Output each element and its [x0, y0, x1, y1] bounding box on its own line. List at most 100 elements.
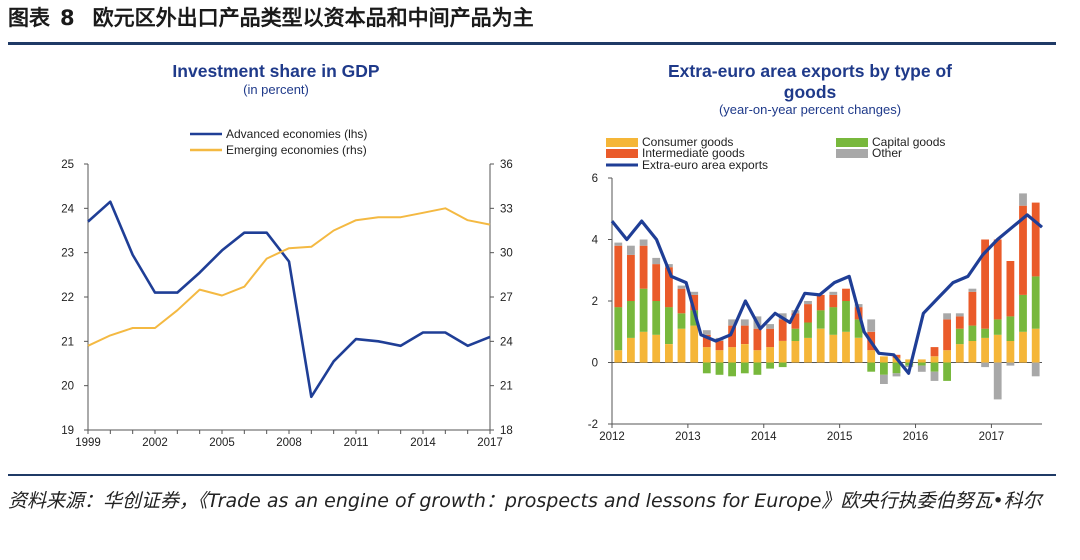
chart-title-line1: Extra-euro area exports by type of	[668, 61, 952, 81]
bar-consumer	[880, 356, 888, 363]
series-line-advanced	[87, 200, 491, 399]
bar-other	[665, 264, 673, 268]
y-tick-label: -2	[588, 419, 598, 431]
legend-label-advanced: Advanced economies (lhs)	[226, 127, 367, 141]
bar-intermediate	[968, 291, 977, 326]
bar-intermediate	[1006, 261, 1015, 317]
bar-intermediate	[1031, 202, 1040, 277]
bar-capital	[778, 362, 787, 368]
bar-consumer	[690, 325, 699, 363]
bar-capital	[804, 322, 812, 338]
bar-consumer	[753, 350, 762, 363]
x-tick-label: 2016	[903, 431, 929, 443]
bar-capital	[728, 362, 736, 377]
legend-swatch-consumer	[606, 138, 638, 147]
bar-capital	[702, 362, 711, 374]
bar-capital	[854, 319, 863, 338]
bar-capital	[993, 319, 1002, 335]
series-line-emerging	[87, 207, 491, 347]
bar-consumer	[981, 337, 989, 363]
bar-intermediate	[816, 294, 825, 311]
figure-title-text: 欧元区外出口产品类型以资本品和中间产品为主	[92, 6, 534, 30]
x-tick-label: 2002	[142, 437, 168, 449]
bar-capital	[867, 362, 876, 372]
bar-consumer	[715, 350, 724, 363]
bar-intermediate	[930, 347, 939, 357]
x-tick-label: 2017	[477, 437, 503, 449]
bar-consumer	[829, 334, 838, 363]
x-tick-label: 2008	[276, 437, 302, 449]
y-tick-label-left: 19	[61, 425, 74, 437]
bar-capital	[627, 301, 635, 338]
bar-capital	[930, 362, 939, 372]
bar-capital	[652, 301, 661, 335]
bar-other	[930, 371, 939, 381]
bar-consumer	[639, 331, 648, 363]
bar-other	[690, 291, 699, 295]
bar-intermediate	[842, 288, 850, 301]
bar-consumer	[677, 328, 686, 363]
y-tick-label: 6	[592, 173, 598, 185]
bar-capital	[791, 328, 800, 341]
legend-swatch-intermediate	[606, 149, 638, 158]
bar-intermediate	[943, 319, 951, 351]
bar-capital	[981, 328, 989, 338]
figure-label: 图表	[8, 6, 50, 30]
bar-capital	[753, 362, 762, 375]
x-tick-label: 2013	[675, 431, 701, 443]
source-rule	[8, 474, 1056, 476]
bar-consumer	[627, 337, 635, 363]
bar-other	[880, 374, 888, 384]
bar-capital	[766, 362, 774, 369]
legend-label-other: Other	[872, 146, 902, 160]
y-tick-label: 4	[592, 235, 599, 247]
bar-capital	[880, 362, 888, 375]
bar-intermediate	[715, 341, 724, 351]
bar-intermediate	[778, 319, 787, 341]
bar-intermediate	[665, 267, 673, 308]
x-tick-label: 2012	[599, 431, 625, 443]
title-rule	[8, 42, 1056, 45]
legend-swatch-other	[836, 149, 868, 158]
bar-other	[1031, 362, 1040, 377]
bar-other	[968, 288, 977, 292]
bar-other	[993, 362, 1002, 400]
bar-other	[917, 365, 926, 372]
chart-subtitle: (in percent)	[243, 82, 309, 97]
bar-consumer	[867, 350, 876, 363]
bar-capital	[917, 362, 926, 366]
chart-title-line2: goods	[784, 82, 837, 102]
bar-consumer	[766, 347, 774, 363]
x-tick-label: 2015	[827, 431, 853, 443]
legend-label-intermediate: Intermediate goods	[642, 146, 745, 160]
bar-intermediate	[804, 304, 812, 323]
figure-number: 8	[60, 6, 75, 30]
y-tick-label-right: 30	[500, 248, 513, 260]
bar-consumer	[917, 359, 926, 363]
bar-capital	[715, 362, 724, 375]
bar-other	[652, 257, 661, 265]
bar-capital	[639, 288, 648, 332]
bar-intermediate	[1019, 205, 1027, 295]
y-tick-label-left: 24	[61, 203, 74, 215]
bar-consumer	[816, 328, 825, 363]
y-tick-label-right: 21	[500, 381, 513, 393]
source-note: 资料来源：华创证券，《Trade as an engine of growth：…	[8, 490, 1042, 512]
bar-capital	[943, 362, 951, 381]
bar-consumer	[614, 350, 623, 363]
bar-capital	[1019, 294, 1027, 332]
bar-intermediate	[981, 239, 989, 329]
bar-consumer	[665, 344, 673, 363]
bar-intermediate	[955, 316, 964, 329]
legend-label-exports: Extra-euro area exports	[642, 158, 768, 172]
bar-consumer	[968, 341, 977, 363]
bar-other	[728, 319, 736, 326]
bar-other	[639, 239, 648, 246]
bar-intermediate	[702, 334, 711, 348]
bar-capital	[816, 310, 825, 329]
bar-other	[1006, 362, 1015, 366]
bar-consumer	[804, 337, 812, 363]
bar-capital	[905, 362, 914, 366]
x-tick-label: 2014	[751, 431, 777, 443]
bar-other	[614, 242, 623, 246]
